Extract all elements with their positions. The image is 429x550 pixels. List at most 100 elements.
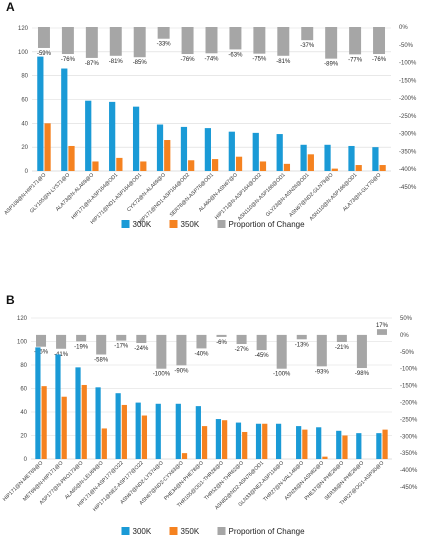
bar-300k	[356, 433, 362, 459]
x-tick-label: HIP171@N-ASP164@OD1	[70, 172, 119, 221]
bar-proportion	[376, 329, 387, 335]
proportion-data-label: -40%	[194, 351, 209, 357]
bar-300k	[75, 367, 81, 459]
bar-proportion	[325, 27, 338, 59]
y-tick-label: 20	[20, 434, 27, 440]
bar-300k	[296, 426, 302, 459]
y-tick-label: 60	[20, 387, 27, 393]
proportion-data-label: -35%	[34, 350, 49, 356]
bar-300k	[55, 354, 61, 459]
proportion-data-label: -87%	[85, 61, 100, 67]
proportion-data-label: -37%	[300, 43, 315, 49]
bar-300k	[376, 433, 382, 459]
y2-tick-label: 0%	[400, 333, 409, 339]
bar-proportion	[316, 334, 327, 367]
legend-swatch	[121, 220, 130, 228]
bar-300k	[300, 144, 307, 171]
bar-350k	[68, 145, 75, 171]
proportion-data-label: -45%	[255, 353, 270, 359]
bar-300k	[61, 68, 68, 171]
y2-tick-label: -350%	[400, 451, 418, 457]
bar-350k	[212, 159, 219, 171]
proportion-data-label: -27%	[235, 347, 250, 353]
y-tick-label: 80	[20, 363, 27, 369]
y-tick-label: 100	[17, 340, 28, 346]
bar-350k	[235, 156, 243, 171]
proportion-data-label: -77%	[348, 57, 363, 63]
y2-tick-label: -350%	[399, 149, 417, 155]
y2-tick-label: -300%	[399, 132, 417, 138]
legend-label: 350K	[181, 527, 200, 536]
bar-300k	[215, 419, 222, 459]
bar-proportion	[109, 27, 122, 56]
legend-label: 300K	[133, 220, 152, 229]
bar-300k	[175, 403, 181, 459]
proportion-data-label: -17%	[114, 344, 129, 350]
y2-tick-label: -250%	[399, 114, 417, 120]
proportion-data-label: -21%	[335, 345, 350, 351]
bar-proportion	[157, 27, 170, 39]
x-tick-label: ASP108@N-HIP171@O	[3, 172, 47, 216]
bar-300k	[156, 124, 164, 171]
proportion-data-label: -75%	[252, 57, 267, 63]
y-tick-label: 120	[18, 26, 29, 32]
bar-350k	[342, 435, 348, 459]
bar-350k	[181, 453, 188, 459]
bar-proportion	[229, 27, 242, 50]
y2-tick-label: -200%	[399, 96, 417, 102]
bar-proportion	[256, 334, 267, 351]
bar-300k	[228, 131, 235, 171]
proportion-data-label: -58%	[94, 358, 109, 364]
proportion-data-label: -85%	[133, 60, 148, 66]
bar-350k	[262, 423, 268, 459]
x-tick-label: ASN110@N-ASP166@OD1	[309, 172, 359, 222]
bar-proportion	[76, 334, 87, 342]
bar-proportion	[136, 334, 147, 344]
bar-300k	[37, 56, 44, 171]
bar-350k	[164, 140, 171, 171]
bar-300k	[135, 402, 141, 459]
y-tick-label: 100	[18, 50, 29, 56]
bar-350k	[101, 428, 107, 459]
bar-350k	[322, 456, 328, 459]
y2-tick-label: -400%	[399, 167, 417, 173]
bar-350k	[121, 404, 127, 459]
bar-300k	[85, 100, 92, 171]
x-tick-label: SER78@N-ASP76@OD1	[169, 172, 215, 218]
bar-300k	[324, 144, 331, 171]
bar-350k	[188, 160, 195, 171]
y-tick-label: 0	[24, 457, 28, 463]
y2-tick-label: -250%	[400, 417, 418, 423]
proportion-data-label: -100%	[273, 372, 291, 378]
bar-proportion	[276, 334, 287, 369]
bar-300k	[180, 126, 188, 171]
proportion-data-label: -63%	[228, 52, 243, 58]
x-tick-label: GLY23@N-ASN26@OD1	[265, 172, 311, 218]
bar-350k	[302, 429, 308, 459]
bar-proportion	[373, 27, 386, 55]
bar-proportion	[336, 334, 347, 342]
y2-tick-label: 0%	[399, 25, 408, 31]
y2-tick-label: -150%	[399, 78, 417, 84]
y2-tick-label: 50%	[400, 316, 413, 322]
bar-300k	[252, 132, 259, 171]
proportion-data-label: -76%	[372, 57, 387, 63]
x-tick-label: ASN110@N-ASP166@OD1	[237, 172, 287, 222]
legend-label: Proportion of Change	[229, 220, 306, 229]
bar-300k	[275, 423, 282, 459]
bar-350k	[307, 154, 314, 171]
proportion-data-label: -13%	[295, 342, 310, 348]
x-tick-label: GLY105@N-LYS71@O	[29, 172, 71, 214]
bar-proportion	[36, 334, 47, 347]
y2-tick-label: -50%	[400, 350, 415, 356]
bar-350k	[61, 396, 67, 459]
bar-300k	[348, 145, 355, 171]
proportion-data-label: -100%	[153, 372, 171, 378]
proportion-data-label: -33%	[157, 42, 172, 48]
y2-tick-label: -450%	[399, 185, 417, 191]
y-tick-label: 40	[20, 410, 27, 416]
bar-350k	[44, 123, 51, 171]
y2-tick-label: -450%	[400, 485, 418, 491]
legend-swatch	[121, 527, 130, 535]
